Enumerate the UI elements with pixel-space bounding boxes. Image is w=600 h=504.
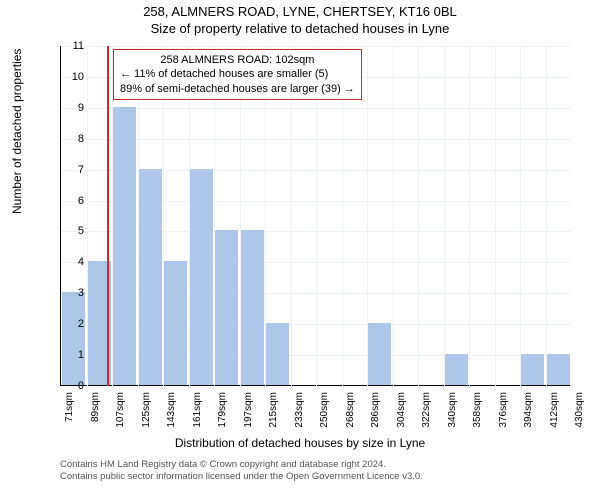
bar [164,261,187,385]
x-tick-label: 89sqm [90,392,101,432]
footer-attribution: Contains HM Land Registry data © Crown c… [60,459,423,484]
bar [215,230,238,385]
y-tick-label: 10 [64,71,84,83]
x-tick-label: 161sqm [192,392,203,432]
x-tick-label: 412sqm [549,392,560,432]
gridline-v [469,46,470,386]
bar [241,230,264,385]
bar [547,354,570,385]
x-tick-label: 71sqm [64,392,75,432]
gridline-v [444,46,445,386]
x-tick-label: 197sqm [243,392,254,432]
gridline-v [418,46,419,386]
x-axis-label: Distribution of detached houses by size … [0,436,600,450]
bar [62,292,85,385]
x-tick-label: 322sqm [421,392,432,432]
y-tick-label: 9 [64,102,84,114]
gridline-v [495,46,496,386]
y-tick-label: 0 [64,380,84,392]
gridline-v [546,46,547,386]
y-tick-label: 1 [64,349,84,361]
y-tick-label: 5 [64,225,84,237]
page-title-line2: Size of property relative to detached ho… [0,21,600,36]
annotation-box: 258 ALMNERS ROAD: 102sqm← 11% of detache… [113,49,362,100]
y-tick-label: 8 [64,133,84,145]
x-tick-label: 250sqm [319,392,330,432]
x-tick-label: 430sqm [574,392,585,432]
bar [139,169,162,385]
y-tick-label: 6 [64,195,84,207]
x-tick-label: 233sqm [294,392,305,432]
x-tick-label: 304sqm [396,392,407,432]
y-axis-label: Number of detached properties [10,49,24,214]
x-tick-label: 286sqm [370,392,381,432]
x-tick-label: 268sqm [345,392,356,432]
x-tick-label: 179sqm [217,392,228,432]
y-tick-label: 3 [64,287,84,299]
annotation-line: 89% of semi-detached houses are larger (… [120,82,355,96]
page-title-line1: 258, ALMNERS ROAD, LYNE, CHERTSEY, KT16 … [0,4,600,19]
chart-area: 258 ALMNERS ROAD: 102sqm← 11% of detache… [60,46,570,426]
x-tick-label: 376sqm [498,392,509,432]
x-tick-label: 143sqm [166,392,177,432]
y-tick-label: 7 [64,164,84,176]
annotation-line: 258 ALMNERS ROAD: 102sqm [120,53,355,67]
x-tick-label: 340sqm [447,392,458,432]
plot-area: 258 ALMNERS ROAD: 102sqm← 11% of detache… [60,46,570,386]
bar [368,323,391,385]
y-tick-label: 2 [64,318,84,330]
x-tick-label: 394sqm [523,392,534,432]
bar [266,323,289,385]
bar [113,107,136,385]
x-tick-label: 125sqm [141,392,152,432]
bar [521,354,544,385]
footer-line2: Contains public sector information licen… [60,471,423,483]
footer-line1: Contains HM Land Registry data © Crown c… [60,459,423,471]
marker-line [107,46,109,386]
gridline-v [520,46,521,386]
annotation-line: ← 11% of detached houses are smaller (5) [120,67,355,81]
gridline-v [393,46,394,386]
bar [445,354,468,385]
x-tick-label: 215sqm [268,392,279,432]
y-tick-label: 4 [64,256,84,268]
y-tick-label: 11 [64,40,84,52]
x-tick-label: 107sqm [115,392,126,432]
x-tick-label: 358sqm [472,392,483,432]
bar [190,169,213,385]
